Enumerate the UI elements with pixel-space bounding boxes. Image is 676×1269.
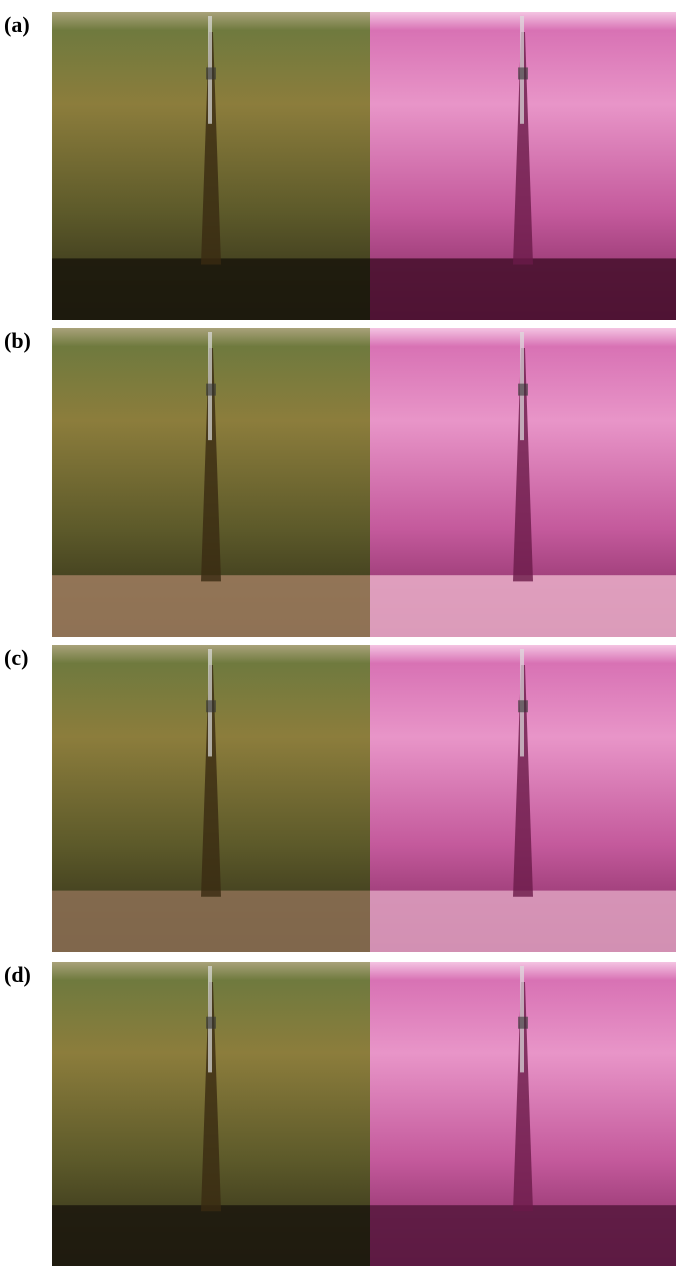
- panel: (b): [4, 328, 676, 637]
- ground: [52, 258, 370, 320]
- panel-label: (a): [4, 12, 30, 37]
- panel-label: (b): [4, 328, 31, 353]
- panel-label: (c): [4, 645, 28, 670]
- sign: [206, 700, 216, 712]
- panel: (a): [4, 12, 676, 320]
- ground: [370, 1205, 676, 1266]
- panel: (d): [4, 962, 676, 1266]
- sign: [206, 1017, 216, 1029]
- ground: [52, 1205, 370, 1266]
- sign: [518, 1017, 528, 1029]
- ground: [370, 575, 676, 637]
- ground: [52, 575, 370, 637]
- ground: [370, 258, 676, 320]
- figure: (a) (b) (c) (d): [0, 0, 676, 1269]
- sign: [518, 700, 528, 712]
- sign: [206, 67, 216, 79]
- ground: [52, 891, 370, 952]
- panel: (c): [4, 645, 676, 952]
- ground: [370, 891, 676, 952]
- sign: [518, 384, 528, 396]
- sign: [518, 67, 528, 79]
- panel-label: (d): [4, 962, 31, 987]
- sign: [206, 384, 216, 396]
